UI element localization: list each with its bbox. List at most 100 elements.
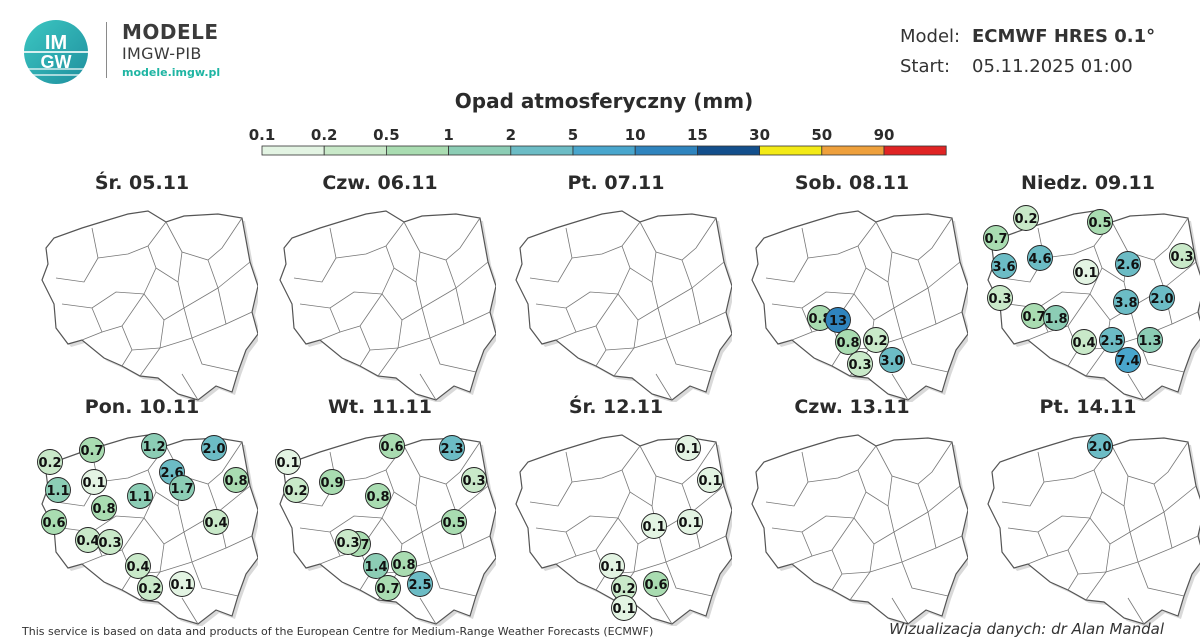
- precip-marker: 2.3: [439, 435, 465, 461]
- precip-circle: [987, 285, 1013, 311]
- precip-circle: [97, 529, 123, 555]
- start-value: 05.11.2025 01:00: [972, 56, 1133, 77]
- precip-circle: [983, 225, 1009, 251]
- voivodeship-border: [121, 517, 145, 551]
- precip-value: 3.8: [1114, 296, 1137, 311]
- precip-marker: 4.6: [1027, 245, 1053, 271]
- precip-value: 1.8: [1044, 312, 1067, 327]
- precip-value: 4.6: [1028, 252, 1051, 267]
- start-label: Start:: [900, 56, 951, 77]
- brand-url-link[interactable]: modele.imgw.pl: [122, 66, 221, 79]
- voivodeship-border: [595, 293, 619, 327]
- precip-marker: 0.4: [203, 509, 229, 535]
- precip-marker: 0.3: [847, 351, 873, 377]
- precip-value: 0.7: [80, 444, 103, 459]
- voivodeship-border: [299, 245, 395, 309]
- precip-marker: 0.7: [79, 437, 105, 463]
- panel-date-title: Wt. 11.11: [328, 396, 432, 418]
- legend-swatch: [323, 145, 387, 156]
- poland-map: 0.62.30.10.90.30.20.80.70.80.50.31.42.50…: [275, 433, 496, 626]
- precip-value: 0.6: [644, 578, 667, 593]
- panel-date-title: Sob. 08.11: [794, 172, 910, 194]
- precip-circle: [335, 529, 361, 555]
- precip-circle: [1087, 209, 1113, 235]
- precip-marker: 0.4: [1071, 329, 1097, 355]
- precip-circle: [407, 571, 433, 597]
- precip-circle: [441, 509, 467, 535]
- precip-value: 0.4: [76, 534, 99, 549]
- precip-value: 1.4: [364, 560, 387, 575]
- precip-circle: [697, 467, 723, 493]
- precip-marker: 0.1: [275, 449, 301, 475]
- voivodeship-border: [765, 451, 809, 507]
- voivodeship-border: [397, 337, 431, 349]
- voivodeship-border: [605, 347, 635, 351]
- voivodeship-border: [181, 373, 199, 401]
- precip-marker: 7.4: [1115, 347, 1141, 373]
- precip-value: 0.5: [1088, 216, 1111, 231]
- precip-marker: 2.5: [1099, 327, 1125, 353]
- precip-value: 0.4: [1072, 336, 1095, 351]
- precip-marker: 0.1: [599, 553, 625, 579]
- precip-marker: 0.1: [169, 571, 195, 597]
- precip-marker: 0.3: [461, 467, 487, 493]
- country-outline: [515, 434, 732, 625]
- forecast-panel: Czw. 06.11: [264, 172, 496, 402]
- precip-marker: 0.5: [1087, 209, 1113, 235]
- precip-circle: [1149, 285, 1175, 311]
- precip-circle: [863, 327, 889, 353]
- precip-marker: 3.6: [991, 253, 1017, 279]
- header: IM GW MODELE IMGW-PIB modele.imgw.pl Mod…: [0, 0, 1200, 170]
- precip-value: 1.1: [46, 484, 69, 499]
- voivodeship-border: [419, 597, 437, 625]
- precip-value: 0.6: [42, 516, 65, 531]
- precip-value: 0.1: [676, 442, 699, 457]
- precip-marker: 0.3: [1169, 243, 1195, 269]
- legend-tick-5: 5: [568, 126, 578, 144]
- precip-circle: [137, 575, 163, 601]
- precip-circle: [169, 475, 195, 501]
- precip-value: 0.3: [336, 536, 359, 551]
- precip-circle: [1073, 259, 1099, 285]
- voivodeship-border: [831, 517, 855, 551]
- precip-value: 0.7: [1022, 310, 1045, 325]
- precip-marker: 0.1: [611, 595, 637, 621]
- precip-marker: 0.7: [1021, 303, 1047, 329]
- precip-value: 2.0: [1150, 292, 1173, 307]
- voivodeship-border: [771, 245, 867, 309]
- voivodeship-border: [595, 517, 619, 551]
- voivodeship-border: [771, 469, 867, 533]
- precip-circle: [283, 477, 309, 503]
- precip-circle: [1169, 243, 1195, 269]
- precip-marker: 3.0: [879, 347, 905, 373]
- precip-value: 2.5: [1100, 334, 1123, 349]
- precip-marker: 0.2: [283, 477, 309, 503]
- country-outline: [515, 210, 732, 401]
- precip-marker: 0.3: [987, 285, 1013, 311]
- precip-marker: 0.1: [677, 509, 703, 535]
- precip-circle: [127, 483, 153, 509]
- precip-circle: [1027, 245, 1053, 271]
- logo-divider: [106, 22, 107, 78]
- voivodeship-border: [535, 469, 631, 533]
- precip-value: 0.3: [848, 358, 871, 373]
- voivodeship-border: [429, 337, 477, 373]
- brand-title: MODELE: [122, 20, 219, 44]
- legend-swatch: [821, 145, 885, 156]
- precip-marker: 0.7: [983, 225, 1009, 251]
- precip-marker: 0.1: [697, 467, 723, 493]
- ecmwf-attribution: This service is based on data and produc…: [22, 625, 654, 638]
- voivodeship-border: [181, 597, 199, 625]
- precip-value: 1.2: [142, 440, 165, 455]
- country-outline: [279, 210, 496, 401]
- voivodeship-border: [807, 445, 877, 483]
- precip-marker: 0.6: [41, 509, 67, 535]
- precip-value: 0.2: [138, 582, 161, 597]
- voivodeship-border: [429, 561, 477, 597]
- legend-tick-15: 15: [687, 126, 708, 144]
- precip-circle: [141, 433, 167, 459]
- brand-subtitle: IMGW-PIB: [122, 44, 202, 63]
- voivodeship-border: [121, 293, 145, 327]
- precip-circle: [1137, 327, 1163, 353]
- voivodeship-border: [191, 337, 239, 373]
